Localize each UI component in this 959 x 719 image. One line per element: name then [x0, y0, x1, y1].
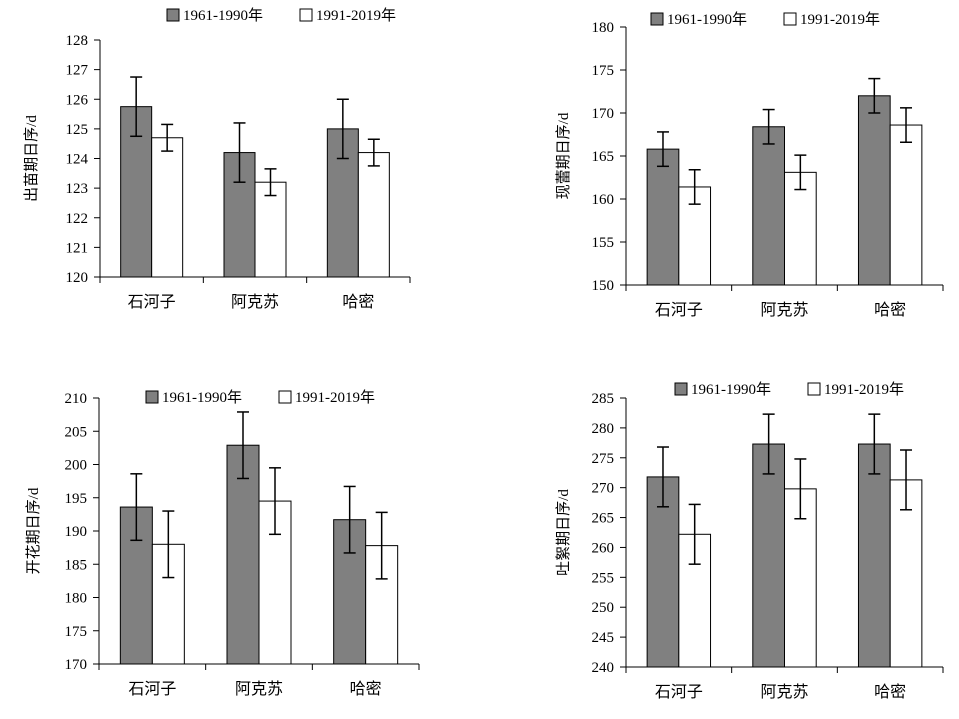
- x-category-label: 石河子: [128, 293, 176, 311]
- x-category-label: 哈密: [874, 683, 906, 701]
- bar-series-2: [254, 181, 287, 278]
- y-axis-title: 吐絮期日序/d: [555, 489, 572, 576]
- y-tick-label: 122: [66, 211, 89, 227]
- legend-label-series-2: 1991-2019年: [800, 11, 880, 28]
- legend: 1961-1990年 1991-2019年: [650, 11, 880, 28]
- chart-panel-budding: 150 155 160 165 170 175 180 石河子 阿克苏 哈密 现蕾期日序/d 1961…: [555, 11, 944, 319]
- y-tick-label: 175: [65, 624, 88, 640]
- x-category-label: 阿克苏: [760, 301, 808, 319]
- y-tick-label: 120: [66, 270, 89, 286]
- bar-series-1: [857, 443, 891, 668]
- y-tick-label: 121: [66, 240, 89, 256]
- chart-panel-flowering: 170 175 180 185 190 195 200 205 210 石河子 阿克苏 哈密 开花期日序…: [25, 389, 420, 698]
- y-tick-label: 180: [592, 20, 615, 36]
- x-category-label: 哈密: [874, 301, 906, 319]
- y-tick-label: 123: [66, 181, 89, 197]
- legend-label-series-1: 1961-1990年: [691, 381, 771, 398]
- legend: 1961-1990年 1991-2019年: [145, 389, 375, 406]
- bar-series-2: [889, 124, 923, 286]
- y-tick-label: 165: [592, 149, 615, 165]
- y-tick-label: 275: [592, 451, 615, 467]
- chart-panel-boll-opening: 240 245 250 255 260 265 270 275 280 285 石河子 阿克苏 哈密 吐絮…: [555, 381, 944, 701]
- y-axis-title: 现蕾期日序/d: [555, 112, 572, 199]
- legend-swatch-series-1: [674, 382, 688, 396]
- legend-swatch-series-2: [278, 390, 292, 404]
- bar-series-1: [646, 148, 680, 286]
- x-category-label: 哈密: [350, 680, 382, 698]
- bar-series-2: [357, 152, 390, 278]
- legend-label-series-2: 1991-2019年: [824, 381, 904, 398]
- y-axis-title: 开花期日序/d: [25, 487, 42, 574]
- bar-series-2: [151, 137, 184, 278]
- legend-label-series-1: 1961-1990年: [667, 11, 747, 28]
- chart-panel-emergence: 120 121 122 123 124 125 126 127 128 石河子 阿克苏 哈密 出苗期日序…: [23, 7, 411, 311]
- legend-label-series-2: 1991-2019年: [295, 389, 375, 406]
- y-tick-label: 175: [592, 63, 615, 79]
- bar-series-1: [752, 443, 785, 668]
- y-tick-label: 190: [65, 524, 88, 540]
- legend: 1961-1990年 1991-2019年: [674, 381, 904, 398]
- legend-swatch-series-1: [145, 390, 159, 404]
- y-tick-label: 180: [65, 591, 88, 607]
- bar-series-1: [752, 126, 785, 286]
- bar-series-1: [857, 95, 891, 286]
- legend-swatch-series-2: [807, 382, 821, 396]
- legend-swatch-series-1: [166, 8, 180, 22]
- legend-swatch-series-1: [650, 12, 664, 26]
- y-tick-label: 124: [66, 152, 89, 168]
- legend-label-series-1: 1961-1990年: [183, 7, 263, 24]
- y-tick-label: 128: [66, 33, 89, 49]
- y-tick-label: 126: [66, 92, 89, 108]
- y-tick-label: 155: [592, 235, 615, 251]
- x-category-label: 石河子: [128, 680, 176, 698]
- x-category-label: 阿克苏: [235, 680, 283, 698]
- y-tick-label: 280: [592, 421, 615, 437]
- y-tick-label: 160: [592, 192, 615, 208]
- legend-swatch-series-2: [299, 8, 313, 22]
- y-tick-label: 255: [592, 570, 615, 586]
- y-tick-label: 270: [592, 481, 615, 497]
- y-tick-label: 210: [65, 391, 88, 407]
- x-category-label: 阿克苏: [231, 293, 279, 311]
- y-tick-label: 205: [65, 424, 88, 440]
- y-tick-label: 185: [65, 557, 88, 573]
- y-tick-label: 127: [66, 63, 89, 79]
- y-axis-title: 出苗期日序/d: [23, 115, 40, 202]
- y-tick-label: 245: [592, 630, 615, 646]
- y-tick-label: 170: [65, 657, 88, 673]
- y-tick-label: 285: [592, 391, 615, 407]
- y-tick-label: 240: [592, 660, 615, 676]
- bar-series-2: [784, 171, 817, 286]
- y-tick-label: 265: [592, 511, 615, 527]
- y-tick-label: 170: [592, 106, 615, 122]
- legend-label-series-2: 1991-2019年: [316, 7, 396, 24]
- y-tick-label: 150: [592, 278, 615, 294]
- y-tick-label: 200: [65, 458, 88, 474]
- legend: 1961-1990年 1991-2019年: [166, 7, 396, 24]
- x-category-label: 石河子: [655, 301, 703, 319]
- x-category-label: 哈密: [342, 293, 374, 311]
- y-tick-label: 195: [65, 491, 88, 507]
- y-tick-label: 250: [592, 600, 615, 616]
- y-tick-label: 260: [592, 540, 615, 556]
- y-tick-label: 125: [66, 122, 89, 138]
- legend-swatch-series-2: [783, 12, 797, 26]
- bar-series-1: [646, 476, 680, 668]
- x-category-label: 石河子: [655, 683, 703, 701]
- x-category-label: 阿克苏: [760, 683, 808, 701]
- legend-label-series-1: 1961-1990年: [162, 389, 242, 406]
